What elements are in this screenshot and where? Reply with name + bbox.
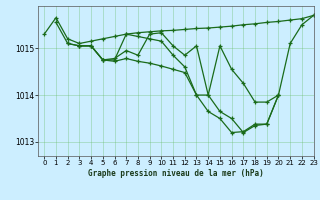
X-axis label: Graphe pression niveau de la mer (hPa): Graphe pression niveau de la mer (hPa) <box>88 169 264 178</box>
